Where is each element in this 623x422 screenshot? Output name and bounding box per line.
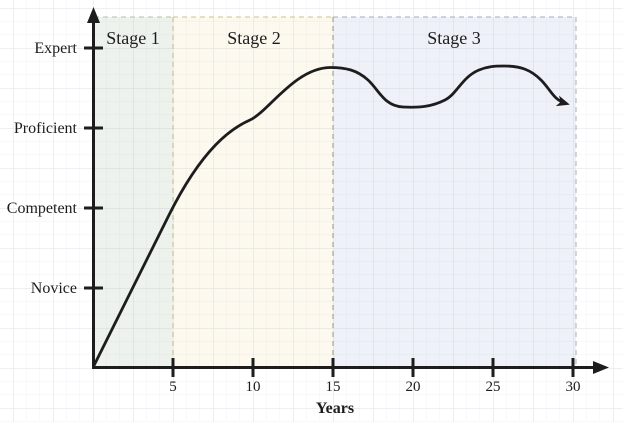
x-tick-label-30: 30 [566, 379, 581, 395]
x-axis-title: Years [316, 400, 354, 417]
x-tick-label-5: 5 [169, 379, 177, 395]
x-axis-arrow-icon [593, 361, 609, 374]
axes [87, 7, 609, 374]
stage-1-label: Stage 1 [106, 28, 160, 48]
tick-marks [84, 46, 575, 377]
y-tick-label-competent: Competent [7, 200, 78, 217]
x-tick-label-25: 25 [486, 379, 501, 395]
stage-2-label: Stage 2 [227, 28, 281, 48]
stage-region-borders [94, 16, 577, 367]
stage-3-label: Stage 3 [427, 28, 481, 48]
x-tick-label-10: 10 [246, 379, 261, 395]
y-tick-label-expert: Expert [34, 40, 77, 57]
x-tick-label-20: 20 [406, 379, 421, 395]
y-tick-label-proficient: Proficient [14, 120, 78, 137]
y-axis-arrow-icon [87, 7, 100, 23]
x-tick-label-15: 15 [326, 379, 341, 395]
y-tick-label-novice: Novice [31, 280, 77, 297]
skill-progression-curve [92, 64, 570, 368]
